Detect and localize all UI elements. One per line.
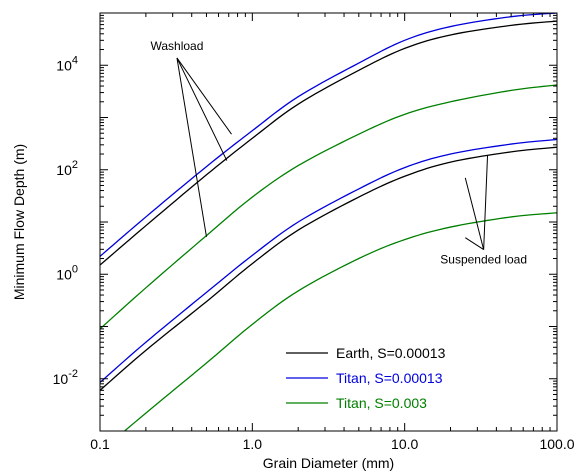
- y-axis-title: Minimum Flow Depth (m): [11, 144, 27, 300]
- data-curves: [100, 13, 557, 431]
- y-tick-label: 10-2: [53, 368, 78, 387]
- y-tick-label: 100: [56, 263, 78, 282]
- legend-label: Titan, S=0.00013: [336, 370, 443, 386]
- x-axis-title: Grain Diameter (mm): [263, 455, 394, 471]
- legend-label: Earth, S=0.00013: [336, 345, 446, 361]
- annotation-leader-line: [483, 155, 489, 250]
- annotation-leader-line: [464, 177, 485, 250]
- annotation-leader-line: [176, 57, 228, 161]
- curve-suspended-titan-s0.00013: [100, 138, 557, 383]
- annotation-leader-line: [176, 57, 232, 135]
- curve-suspended-titan-s0.003: [123, 212, 557, 431]
- x-tick-label: 10.0: [391, 436, 418, 452]
- curve-washload-earth-s0.00013: [100, 20, 557, 266]
- annotation-leader-line: [176, 57, 207, 237]
- legend-label: Titan, S=0.003: [336, 395, 427, 411]
- y-tick-label-exponent: 0: [72, 263, 78, 275]
- curve-washload-titan-s0.003: [100, 84, 557, 330]
- y-tick-label-base: 10: [53, 371, 69, 387]
- annotations: Washload Suspended load: [150, 39, 527, 267]
- x-tick-label: 100.0: [539, 436, 574, 452]
- y-tick-label-exponent: 2: [72, 159, 78, 171]
- x-tick-label: 1.0: [243, 436, 263, 452]
- y-tick-label-exponent: -2: [68, 368, 78, 380]
- y-tick-label-base: 10: [56, 162, 72, 178]
- annotation-washload: Washload: [150, 39, 203, 53]
- y-tick-label: 104: [56, 54, 78, 73]
- curve-suspended-earth-s0.00013: [100, 146, 557, 391]
- y-tick-label-base: 10: [56, 266, 72, 282]
- curve-washload-titan-s0.00013: [100, 13, 557, 257]
- annotation-suspended: Suspended load: [440, 253, 527, 267]
- legend: Earth, S=0.00013 Titan, S=0.00013 Titan, S…: [286, 345, 446, 411]
- x-tick-label: 0.1: [90, 436, 110, 452]
- y-tick-label-exponent: 4: [72, 54, 78, 66]
- y-tick-label-base: 10: [56, 57, 72, 73]
- y-tick-label: 102: [56, 159, 78, 178]
- annotation-leader-line: [465, 237, 484, 251]
